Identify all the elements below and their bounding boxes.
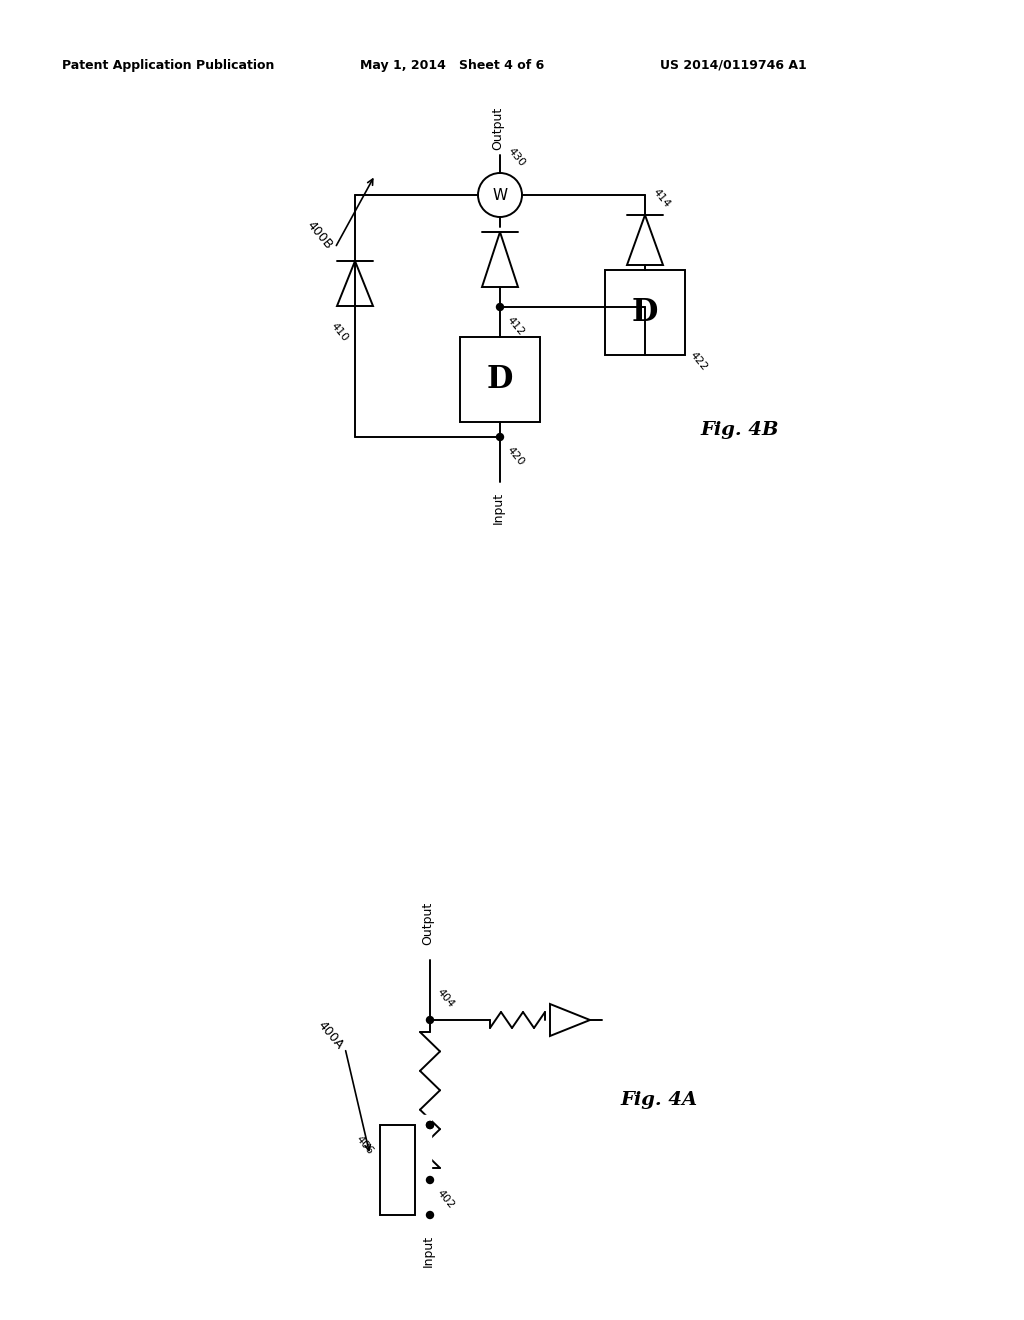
Circle shape <box>427 1176 433 1184</box>
Text: 400B: 400B <box>304 218 336 252</box>
Text: D: D <box>632 297 658 327</box>
Text: Fig. 4A: Fig. 4A <box>620 1092 697 1109</box>
Text: 412: 412 <box>505 315 526 338</box>
Text: Output: Output <box>492 107 505 150</box>
Text: Input: Input <box>492 492 505 524</box>
Text: Input: Input <box>422 1236 434 1267</box>
Text: 430: 430 <box>506 145 527 168</box>
Text: 422: 422 <box>688 350 710 372</box>
Text: 406: 406 <box>353 1134 375 1156</box>
Text: May 1, 2014   Sheet 4 of 6: May 1, 2014 Sheet 4 of 6 <box>360 58 544 71</box>
Bar <box>460 337 540 422</box>
Text: 400A: 400A <box>314 1019 345 1052</box>
Circle shape <box>497 433 504 441</box>
Bar <box>605 271 685 355</box>
Bar <box>339 1115 431 1225</box>
Text: Patent Application Publication: Patent Application Publication <box>62 58 274 71</box>
Text: Output: Output <box>422 902 434 945</box>
Text: 414: 414 <box>651 187 673 210</box>
Circle shape <box>427 1212 433 1218</box>
Text: D: D <box>486 364 513 395</box>
Text: 410: 410 <box>329 321 350 343</box>
Text: 404: 404 <box>435 987 457 1010</box>
Text: 402: 402 <box>435 1188 457 1210</box>
Text: W: W <box>493 187 508 202</box>
Text: US 2014/0119746 A1: US 2014/0119746 A1 <box>660 58 807 71</box>
Text: 420: 420 <box>505 445 526 467</box>
Bar <box>380 1125 415 1214</box>
Circle shape <box>427 1122 433 1129</box>
Circle shape <box>427 1016 433 1023</box>
Circle shape <box>427 1122 433 1129</box>
Text: Fig. 4B: Fig. 4B <box>700 421 778 440</box>
Circle shape <box>497 304 504 310</box>
